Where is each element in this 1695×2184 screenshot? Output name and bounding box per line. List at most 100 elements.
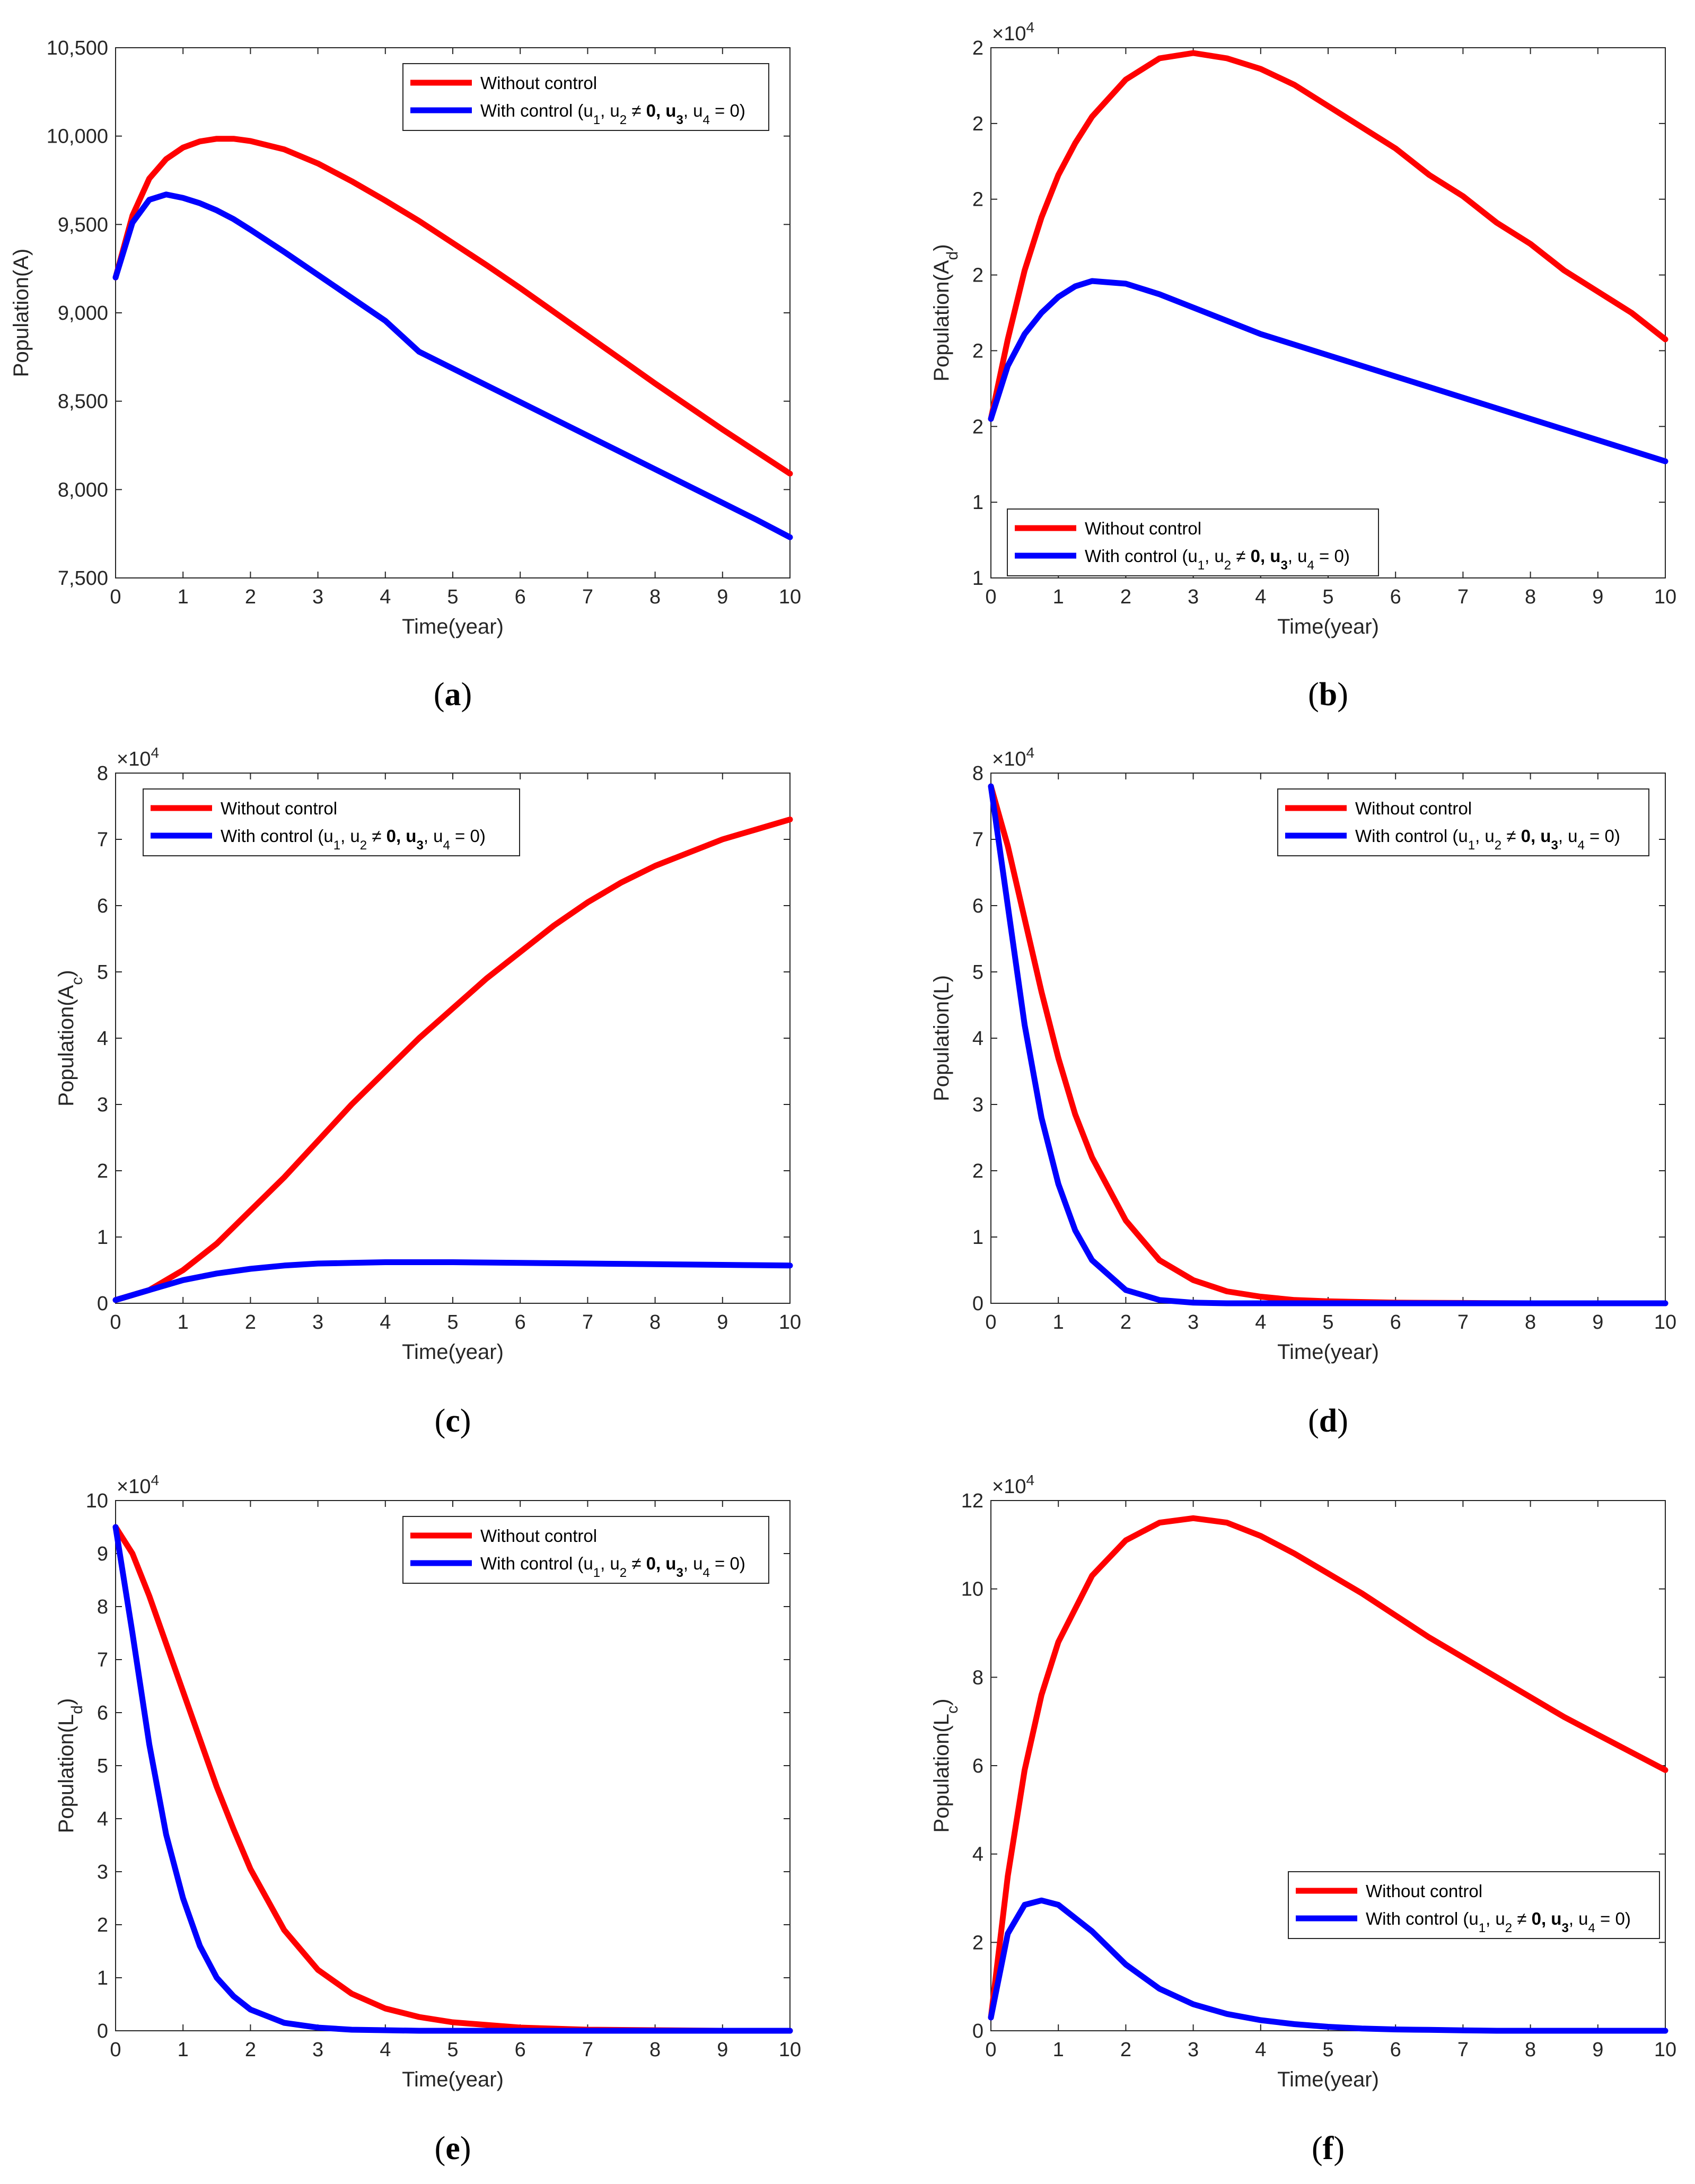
y-tick-label: 9,000 [58, 302, 108, 324]
y-tick-label: 2 [972, 113, 983, 135]
x-tick-label: 2 [245, 586, 256, 608]
x-tick-label: 10 [1654, 2039, 1676, 2061]
x-tick-label: 5 [1322, 2039, 1333, 2061]
panel-caption-d: (d) [1308, 1403, 1348, 1439]
x-tick-label: 4 [1255, 2039, 1266, 2061]
chart-c: 0 1 2 3 4 5 6 7 8 9 10 0 1 2 3 4 5 6 7 8 ×104 Time(year) Popul… [55, 744, 801, 1440]
x-tick-label: 4 [380, 2039, 391, 2061]
x-tick-label: 9 [717, 1311, 728, 1334]
x-tick-label: 3 [1188, 1311, 1199, 1334]
legend-with-control-label: With control (u1, u2 ≠ 0, u3, u4 = 0) [1355, 826, 1620, 853]
x-tick-label: 2 [245, 2039, 256, 2061]
axis-exponent-label: ×104 [117, 744, 159, 771]
x-axis-label: Time(year) [402, 1340, 504, 1364]
y-tick-label: 8 [972, 762, 983, 785]
y-axis-label: Population(Ld) [55, 1698, 86, 1834]
panel-caption-a: (a) [434, 677, 472, 713]
x-tick-label: 9 [717, 2039, 728, 2061]
series-line-with-control-e [112, 1524, 793, 2034]
panel-caption-b: (b) [1308, 677, 1348, 713]
x-tick-label: 4 [1255, 586, 1266, 608]
x-axis-label: Time(year) [402, 615, 504, 638]
y-tick-label: 10 [961, 1578, 983, 1601]
y-tick-label: 1 [97, 1967, 108, 1989]
x-tick-label: 8 [1525, 1311, 1536, 1334]
x-tick-label: 4 [380, 1311, 391, 1334]
y-tick-label: 6 [97, 1702, 108, 1724]
x-tick-label: 9 [1592, 586, 1603, 608]
series-line-with-control-b [988, 278, 1668, 464]
y-tick-label: 2 [972, 265, 983, 287]
plot-area-e [115, 1500, 791, 2031]
y-tick-label: 4 [97, 1808, 108, 1830]
x-tick-label: 7 [582, 2039, 593, 2061]
chart-d: 0 1 2 3 4 5 6 7 8 9 10 0 1 2 3 4 5 6 7 8 ×104 Time(year) Popul… [930, 744, 1676, 1440]
axis-exponent-label: ×104 [992, 19, 1034, 46]
legend-box [143, 788, 520, 856]
legend-without-control-label: Without control [480, 73, 597, 93]
legend-with-control-label: With control (u1, u2 ≠ 0, u3, u4 = 0) [1366, 1909, 1631, 1935]
series-line-with-control-d [988, 783, 1668, 1306]
x-tick-label: 2 [245, 1311, 256, 1334]
plot-area-d [990, 773, 1666, 1304]
x-tick-label: 2 [1120, 2039, 1131, 2061]
x-tick-label: 3 [312, 586, 323, 608]
y-axis-label: Population(Ad) [930, 244, 961, 381]
x-axis-label: Time(year) [1277, 1340, 1379, 1364]
legend-with-control-label: With control (u1, u2 ≠ 0, u3, u4 = 0) [221, 826, 486, 853]
legend-box [1288, 1871, 1660, 1939]
legend-f: Without control With control (u1, u2 ≠ 0,… [1288, 1871, 1660, 1939]
x-tick-label: 6 [515, 586, 526, 608]
y-tick-label: 2 [972, 189, 983, 211]
x-tick-label: 1 [178, 1311, 189, 1334]
y-tick-label: 5 [97, 1755, 108, 1777]
plot-area-b [990, 47, 1666, 578]
y-axis-label: Population(Lc) [930, 1699, 961, 1833]
x-tick-label: 7 [1457, 2039, 1469, 2061]
series-line-with-control-f [988, 1897, 1668, 2034]
y-tick-label: 8,500 [58, 391, 108, 413]
x-tick-label: 9 [1592, 1311, 1603, 1334]
x-tick-label: 10 [1654, 1311, 1676, 1334]
legend-box [1277, 788, 1649, 856]
y-tick-label: 4 [972, 1844, 983, 1866]
x-tick-label: 4 [1255, 1311, 1266, 1334]
y-tick-label: 5 [97, 961, 108, 984]
legend-e: Without control With control (u1, u2 ≠ 0,… [402, 1516, 769, 1584]
legend-without-control-label: Without control [1085, 519, 1201, 538]
x-tick-label: 7 [1457, 1311, 1469, 1334]
chart-f: 0 1 2 3 4 5 6 7 8 9 10024681012×104Time(year)Popul… [930, 1472, 1676, 2167]
x-tick-label: 10 [779, 1311, 801, 1334]
y-axis-label: Population(Ac) [55, 970, 86, 1106]
x-tick-label: 3 [312, 1311, 323, 1334]
x-tick-label: 2 [1120, 586, 1131, 608]
legend-d: Without control With control (u1, u2 ≠ 0,… [1277, 788, 1649, 856]
series-line-without-control-a [112, 136, 793, 477]
y-axis-label: Population(A) [10, 249, 33, 377]
x-tick-label: 5 [447, 2039, 458, 2061]
axis-exponent-label: ×104 [992, 744, 1034, 771]
x-tick-label: 1 [1053, 2039, 1064, 2061]
x-tick-label: 0 [110, 586, 121, 608]
chart-b: 0 1 2 3 4 5 6 7 8 9 1011222222×104Time(year)Popula… [930, 19, 1676, 713]
y-tick-label: 9 [97, 1543, 108, 1565]
legend-with-control-label: With control (u1, u2 ≠ 0, u3, u4 = 0) [480, 1554, 745, 1580]
y-tick-label: 2 [97, 1914, 108, 1936]
y-tick-label: 4 [972, 1028, 983, 1050]
y-tick-label: 8 [972, 1666, 983, 1689]
legend-box [1007, 508, 1379, 576]
y-tick-label: 7 [97, 1649, 108, 1671]
panel-caption-f: (f) [1312, 2130, 1345, 2167]
x-tick-label: 0 [985, 1311, 996, 1334]
x-tick-label: 9 [1592, 2039, 1603, 2061]
legend-without-control-label: Without control [480, 1526, 597, 1546]
x-tick-label: 5 [447, 1311, 458, 1334]
y-tick-label: 2 [972, 37, 983, 59]
x-axis-label: Time(year) [1277, 615, 1379, 638]
y-tick-label: 10,000 [47, 126, 108, 148]
x-axis-label: Time(year) [1277, 2068, 1379, 2091]
y-tick-label: 10 [86, 1490, 108, 1512]
legend-a: Without control With control (u1, u2 ≠ 0,… [402, 63, 769, 131]
y-tick-label: 6 [972, 895, 983, 917]
